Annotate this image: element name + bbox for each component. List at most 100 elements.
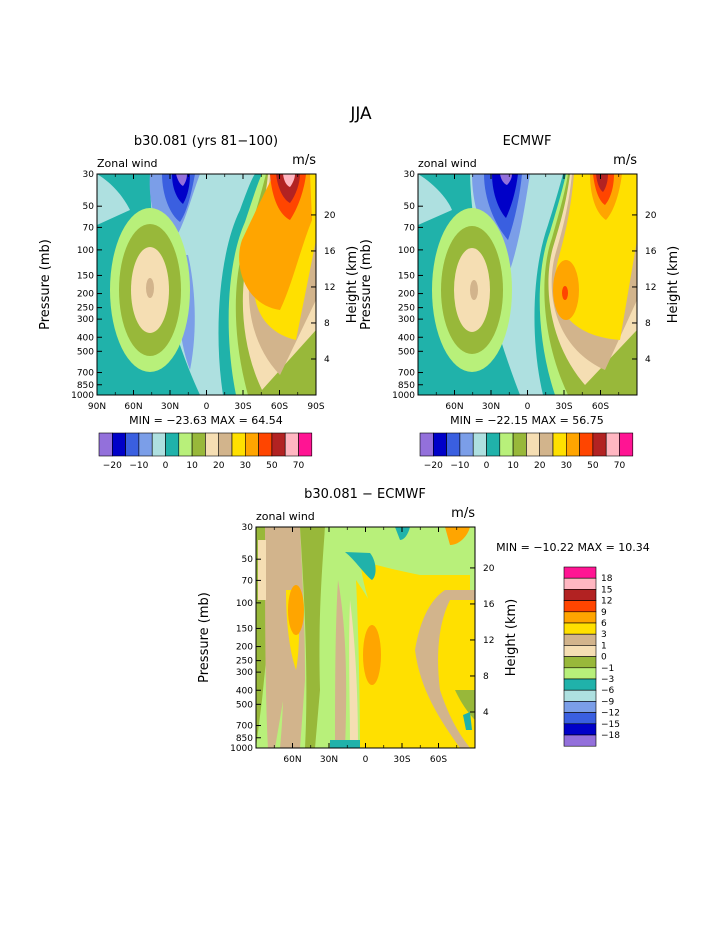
legend-swatch	[298, 432, 313, 457]
panel-model-subtitle: Zonal wind	[97, 157, 158, 170]
legend-label: 70	[293, 461, 305, 471]
legend-swatch	[151, 432, 166, 457]
legend-swatch	[539, 432, 554, 457]
y-tick-label: 500	[398, 347, 415, 357]
legend-swatch	[472, 432, 487, 457]
y-tick-label: 400	[77, 333, 94, 343]
legend-swatch	[526, 432, 541, 457]
legend-swatch	[563, 566, 597, 579]
legend-label: −3	[601, 675, 614, 685]
panel-model-units: m/s	[292, 153, 316, 168]
legend-label: 30	[561, 461, 573, 471]
legend-swatch	[563, 667, 597, 680]
main-title: JJA	[349, 104, 372, 124]
legend-swatch	[258, 432, 273, 457]
y2-tick-label: 12	[483, 636, 494, 646]
y-tick-label: 850	[236, 734, 253, 744]
y-tick-label: 50	[404, 202, 416, 212]
legend-swatch	[563, 577, 597, 590]
y-tick-label: 70	[83, 223, 95, 233]
y-tick-label: 70	[404, 223, 416, 233]
panel-difference: b30.081 − ECMWF zonal wind m/s	[197, 487, 650, 765]
legend-swatch	[284, 432, 299, 457]
x-tick-label: 30S	[393, 755, 410, 765]
y2-tick-label: 8	[483, 672, 489, 682]
legend-swatch	[579, 432, 594, 457]
legend-label: 70	[614, 461, 626, 471]
y-tick-label: 30	[242, 523, 254, 533]
x-tick-label: 0	[525, 402, 531, 412]
x-tick-label: 60N	[124, 402, 142, 412]
legend-label: 18	[601, 574, 613, 584]
x-tick-label: 30S	[555, 402, 572, 412]
x-tick-label: 60S	[592, 402, 609, 412]
y2-axis-label: Height (km)	[345, 246, 360, 323]
y-tick-label: 100	[398, 246, 415, 256]
x-tick-label: 60N	[445, 402, 463, 412]
legend-swatch	[486, 432, 501, 457]
y-tick-label: 30	[404, 170, 416, 180]
y-axis-label: Pressure (mb)	[197, 592, 212, 683]
y-tick-label: 1000	[392, 391, 415, 401]
y-tick-label: 700	[398, 369, 415, 379]
y-tick-label: 400	[236, 686, 253, 696]
legend-label: −1	[601, 664, 614, 674]
y-axis-label: Pressure (mb)	[359, 239, 374, 330]
panel-ecmwf-axes: 305070100150200250300400500700850100060N…	[359, 170, 681, 412]
legend-label: −10	[450, 461, 469, 471]
y-tick-label: 300	[77, 315, 94, 325]
legend-label: 0	[163, 461, 169, 471]
panel-model-axes: 305070100150200250300400500700850100090N…	[38, 170, 360, 412]
x-tick-label: 90S	[307, 402, 324, 412]
legend-label: 50	[587, 461, 599, 471]
x-tick-label: 0	[363, 755, 369, 765]
legend-swatch	[605, 432, 620, 457]
y2-tick-label: 20	[645, 211, 657, 221]
y-tick-label: 1000	[230, 744, 253, 754]
y-tick-label: 250	[77, 304, 94, 314]
legend-label: −20	[424, 461, 443, 471]
legend-swatch	[563, 723, 597, 736]
panel-ecmwf-units: m/s	[613, 153, 637, 168]
x-tick-label: 30N	[320, 755, 338, 765]
legend-label: 10	[507, 461, 519, 471]
legend-swatch	[138, 432, 153, 457]
y-tick-label: 200	[77, 290, 94, 300]
panel-model-legend: −20 −10 0 10 20 30 50 70	[98, 432, 313, 471]
y-tick-label: 100	[236, 599, 253, 609]
y2-tick-label: 4	[483, 708, 489, 718]
legend-label: 30	[240, 461, 252, 471]
legend-label: −20	[103, 461, 122, 471]
legend-swatch	[563, 589, 597, 601]
y2-tick-label: 8	[645, 319, 651, 329]
legend-label: 3	[601, 630, 607, 640]
y-axis-label: Pressure (mb)	[38, 239, 53, 330]
panel-ecmwf-legend: −20 −10 0 10 20 30 50 70	[419, 432, 634, 471]
y2-tick-label: 16	[645, 247, 657, 257]
legend-label: −12	[601, 709, 620, 719]
y-tick-label: 150	[398, 271, 415, 281]
y2-tick-label: 16	[324, 247, 336, 257]
legend-swatch	[619, 432, 634, 457]
legend-label: −6	[601, 686, 615, 696]
legend-swatch	[563, 656, 597, 669]
y2-tick-label: 12	[645, 283, 656, 293]
panel-difference-units: m/s	[451, 506, 475, 521]
legend-label: 20	[213, 461, 225, 471]
legend-label: 12	[601, 597, 612, 607]
x-tick-label: 60S	[430, 755, 447, 765]
legend-label: 10	[186, 461, 198, 471]
legend-swatch	[565, 432, 580, 457]
x-tick-label: 30S	[234, 402, 251, 412]
legend-swatch	[191, 432, 206, 457]
legend-swatch	[512, 432, 527, 457]
y-tick-label: 200	[398, 290, 415, 300]
legend-swatch	[563, 600, 597, 613]
legend-swatch	[563, 611, 597, 624]
panel-difference-title: b30.081 − ECMWF	[304, 487, 426, 502]
panel-difference-axes: 305070100150200250300400500700850100060N…	[197, 523, 519, 765]
y-tick-label: 850	[77, 381, 94, 391]
legend-swatch	[563, 712, 597, 725]
legend-swatch	[563, 645, 597, 657]
